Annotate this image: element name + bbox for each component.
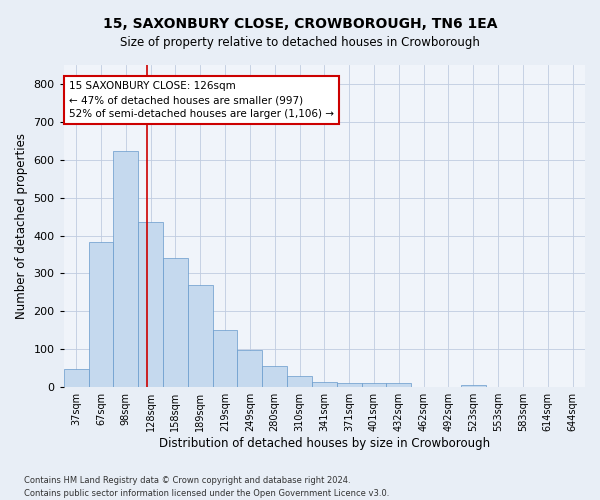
Text: Contains HM Land Registry data © Crown copyright and database right 2024.
Contai: Contains HM Land Registry data © Crown c…	[24, 476, 389, 498]
Text: 15 SAXONBURY CLOSE: 126sqm
← 47% of detached houses are smaller (997)
52% of sem: 15 SAXONBURY CLOSE: 126sqm ← 47% of deta…	[69, 81, 334, 119]
Bar	[188, 285, 212, 387]
Bar	[461, 386, 486, 387]
Y-axis label: Number of detached properties: Number of detached properties	[15, 133, 28, 319]
Bar	[262, 366, 287, 387]
Text: 15, SAXONBURY CLOSE, CROWBOROUGH, TN6 1EA: 15, SAXONBURY CLOSE, CROWBOROUGH, TN6 1E…	[103, 18, 497, 32]
Bar	[163, 258, 188, 387]
Text: Size of property relative to detached houses in Crowborough: Size of property relative to detached ho…	[120, 36, 480, 49]
Bar	[287, 376, 312, 387]
X-axis label: Distribution of detached houses by size in Crowborough: Distribution of detached houses by size …	[159, 437, 490, 450]
Bar	[113, 151, 138, 387]
Bar	[212, 330, 238, 387]
Bar	[238, 350, 262, 387]
Bar	[386, 384, 411, 387]
Bar	[64, 370, 89, 387]
Bar	[362, 384, 386, 387]
Bar	[138, 222, 163, 387]
Bar	[337, 384, 362, 387]
Bar	[89, 242, 113, 387]
Bar	[312, 382, 337, 387]
